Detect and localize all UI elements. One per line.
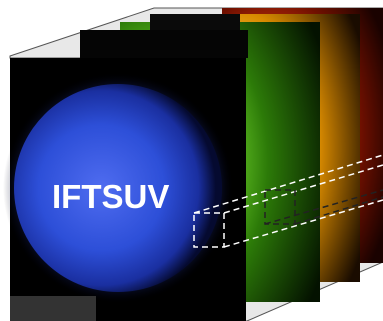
instrument-label: IFTSUV (52, 178, 169, 215)
mid-pixel-box (264, 189, 296, 225)
intermediate-frames (80, 14, 248, 58)
blue-sun-disk (14, 84, 222, 292)
blue-channel-frame: IFTSUV (3, 58, 246, 321)
blue-frame-corner (10, 296, 96, 321)
front-pixel-box (193, 212, 225, 248)
sampled-pixel-column (193, 154, 383, 248)
